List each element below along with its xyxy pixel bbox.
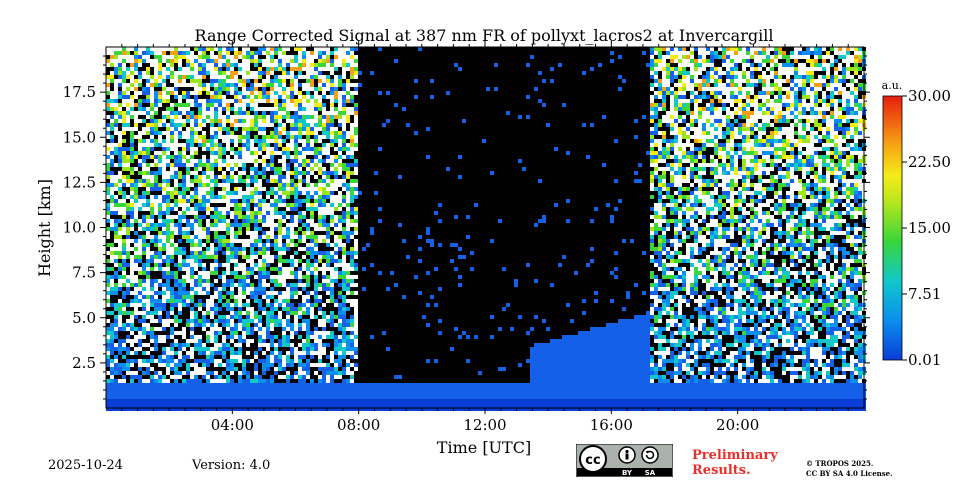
colorbar-tick-label: 22.50 (908, 153, 951, 171)
footer-date: 2025-10-24 (48, 458, 123, 473)
colorbar-tick-label: 7.51 (908, 285, 941, 303)
x-axis-label: Time [UTC] (437, 438, 531, 457)
colorbar-tick-label: 0.01 (908, 351, 941, 369)
colorbar-ticks: 0.01 7.51 15.00 22.50 30.00 (902, 87, 951, 369)
x-tick-label: 20:00 (716, 416, 759, 434)
license-text: © TROPOS 2025. CC BY SA 4.0 License. (806, 459, 893, 479)
colorbar-tick-label: 30.00 (908, 87, 951, 105)
y-tick-label: 7.5 (72, 264, 96, 282)
y-tick-label: 17.5 (63, 83, 96, 101)
footer-version: Version: 4.0 (192, 458, 270, 473)
cc-text: cc (585, 453, 600, 468)
preliminary-results: Preliminary Results. (692, 448, 778, 478)
share-alike-icon (642, 447, 658, 463)
preliminary-line-2: Results. (692, 463, 778, 478)
y-tick-label: 2.5 (72, 354, 96, 372)
plot-area (106, 47, 866, 411)
colorbar: a.u. 0.01 7.51 15.00 22.50 30.00 (882, 79, 951, 369)
y-tick-label: 12.5 (63, 173, 96, 191)
y-tick-label: 15.0 (63, 128, 96, 146)
colorbar-gradient (883, 96, 902, 360)
x-tick-label: 12:00 (463, 416, 506, 434)
chart-title: Range Corrected Signal at 387 nm FR of p… (195, 26, 774, 45)
cc-by-sa-logo: cc BY SA (576, 444, 673, 477)
y-tick-label: 5.0 (72, 309, 96, 327)
colorbar-unit: a.u. (882, 79, 903, 92)
colorbar-tick-label: 15.00 (908, 219, 951, 237)
preliminary-line-1: Preliminary (692, 448, 778, 463)
x-tick-label: 16:00 (590, 416, 633, 434)
x-tick-label: 04:00 (211, 416, 254, 434)
license-line-1: © TROPOS 2025. (806, 459, 893, 469)
heatmap-cells (106, 47, 866, 411)
x-tick-label: 08:00 (337, 416, 380, 434)
license-line-2: CC BY SA 4.0 License. (806, 469, 893, 479)
by-text: BY (622, 469, 633, 477)
sa-text: SA (645, 469, 656, 477)
y-tick-label: 10.0 (63, 219, 96, 237)
y-axis-label: Height [km] (35, 179, 54, 277)
